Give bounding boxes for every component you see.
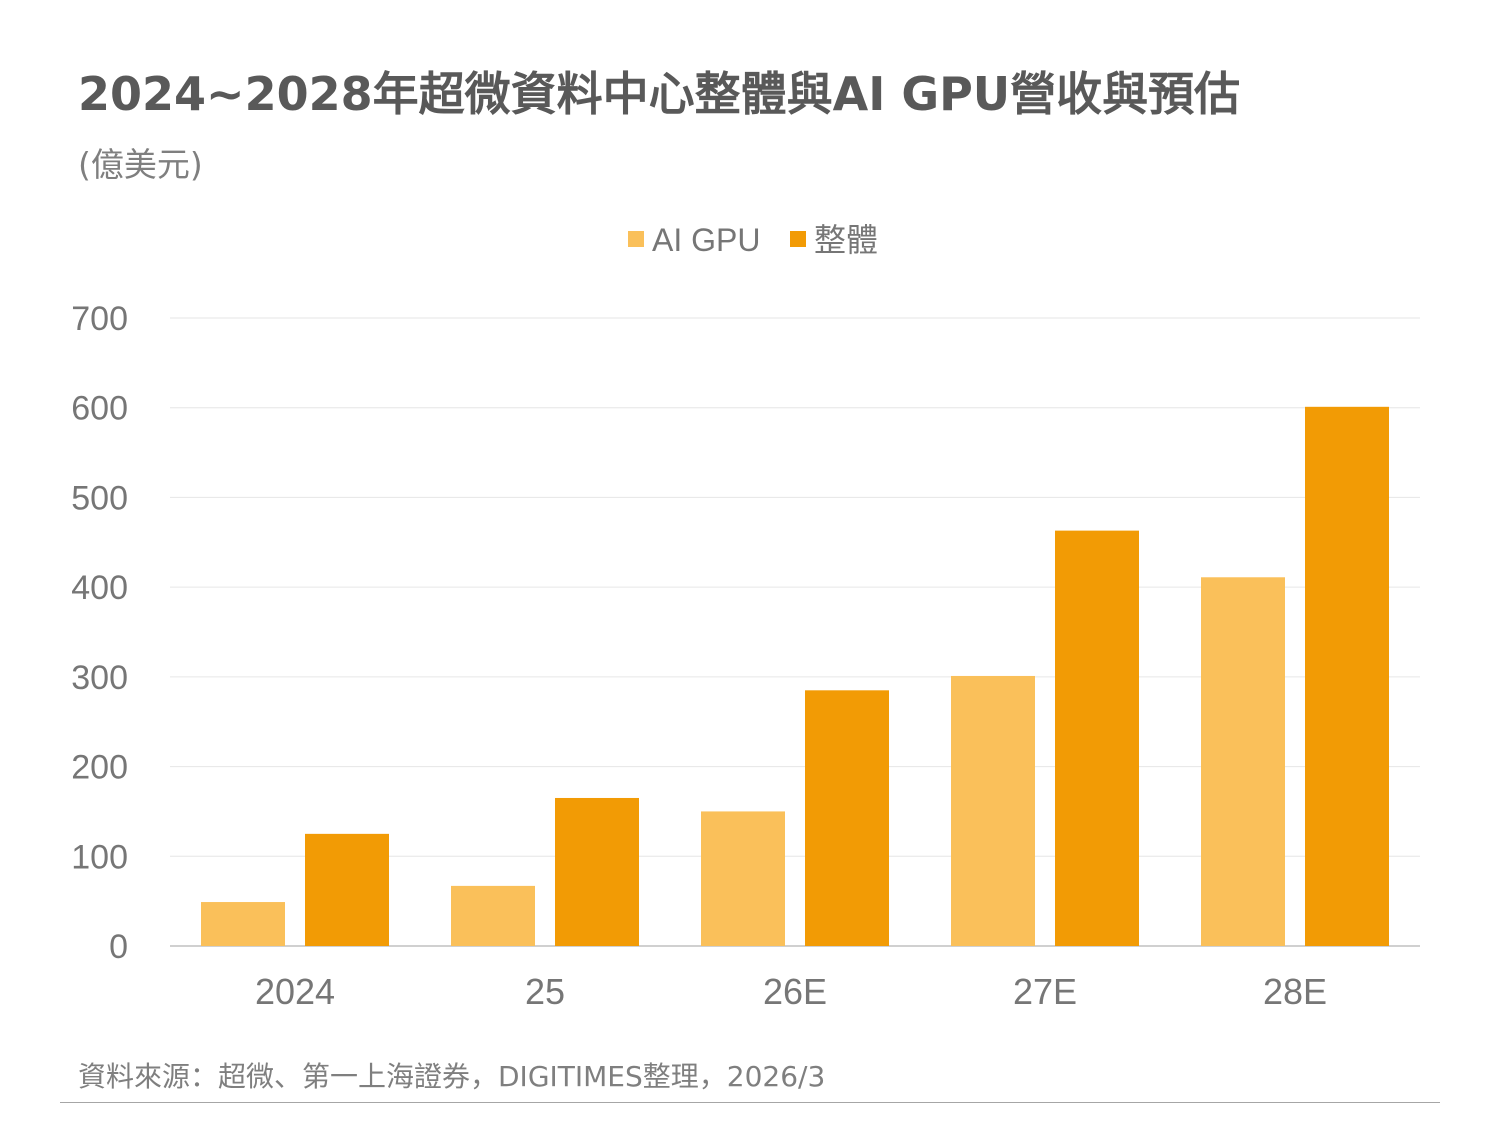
- y-tick-label: 300: [71, 659, 128, 697]
- x-tick-label: 27E: [1013, 971, 1077, 1012]
- chart-title: 2024~2028年超微資料中心整體與AI GPU營收與預估: [78, 67, 1241, 121]
- bottom-divider: [60, 1102, 1440, 1103]
- legend-label: AI GPU: [652, 222, 760, 258]
- legend-swatch: [790, 231, 806, 247]
- bar-ai-gpu: [701, 811, 785, 946]
- bar-total: [305, 833, 389, 946]
- bar-ai-gpu: [451, 885, 535, 946]
- x-tick-label: 2024: [255, 971, 335, 1012]
- y-tick-label: 100: [71, 838, 128, 876]
- y-tick-label: 600: [71, 390, 128, 428]
- y-tick-label: 400: [71, 569, 128, 607]
- source-note: 資料來源：超微、第一上海證券，DIGITIMES整理，2026/3: [78, 1060, 826, 1093]
- bar-total: [805, 690, 889, 946]
- bar-ai-gpu: [201, 902, 285, 946]
- bar-total: [1305, 406, 1389, 946]
- x-tick-label: 26E: [763, 971, 827, 1012]
- bar-total: [555, 797, 639, 946]
- legend-swatch: [628, 231, 644, 247]
- y-tick-label: 200: [71, 749, 128, 787]
- y-tick-label: 0: [109, 928, 128, 966]
- bar-ai-gpu: [1201, 577, 1285, 946]
- bar-ai-gpu: [951, 675, 1035, 946]
- legend-label: 整體: [814, 222, 878, 258]
- y-tick-label: 700: [71, 300, 128, 338]
- bar-total: [1055, 530, 1139, 946]
- x-tick-label: 28E: [1263, 971, 1327, 1012]
- y-tick-label: 500: [71, 479, 128, 517]
- x-tick-label: 25: [525, 971, 565, 1012]
- chart-unit: (億美元): [78, 145, 203, 184]
